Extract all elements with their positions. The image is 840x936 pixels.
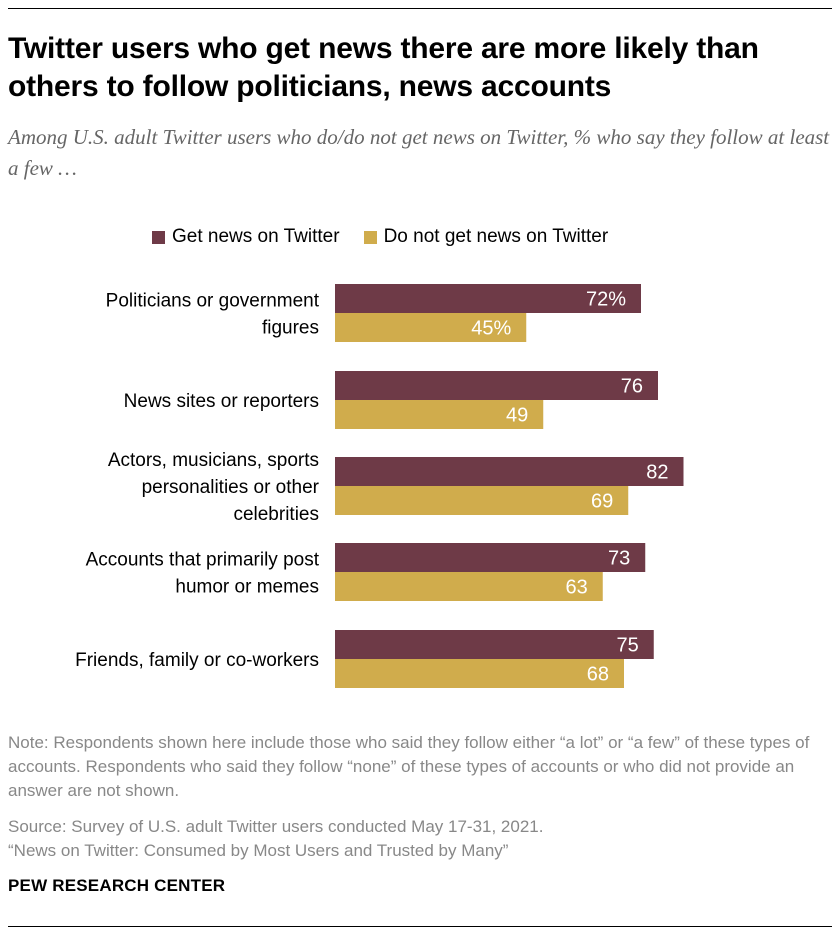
bottom-rule [8,926,832,927]
bar-get-news [335,371,658,400]
category-label: News sites or reporters [124,391,319,412]
category-label: Politicians or government figures [106,291,320,339]
report-title: “News on Twitter: Consumed by Most Users… [8,841,509,860]
data-label-get-news: 75 [617,635,639,657]
bar-no-news [335,400,544,429]
top-rule [8,8,832,9]
data-label-get-news: 82 [646,462,668,484]
legend: Get news on Twitter Do not get news on T… [152,224,632,250]
legend-label-get-news: Get news on Twitter [172,226,340,247]
chart-subtitle: Among U.S. adult Twitter users who do/do… [8,125,830,180]
category-label: Friends, family or co-workers [75,650,319,671]
data-label-no-news: 68 [587,664,609,686]
bar-no-news [335,659,624,688]
data-label-get-news: 76 [621,376,643,398]
legend-item-get-news: Get news on Twitter [152,226,340,248]
bar-no-news [335,486,629,515]
data-label-no-news: 45% [471,318,511,340]
data-label-no-news: 49 [506,405,528,427]
bar-get-news [335,543,646,572]
bar-no-news [335,572,603,601]
legend-label-no-news: Do not get news on Twitter [383,226,609,247]
data-label-no-news: 63 [566,577,588,599]
chart-note: Note: Respondents shown here include tho… [8,733,810,800]
legend-item-no-news: Do not get news on Twitter [363,226,609,248]
pew-logo: PEW RESEARCH CENTER [8,876,226,895]
data-label-get-news: 73 [608,548,630,570]
bar-chart: Politicians or government figures 72% 45% Ne… [75,284,684,688]
data-label-no-news: 69 [591,491,613,513]
bar-get-news [335,284,641,313]
category-label: Actors, musicians, sports personalities o… [108,450,320,525]
legend-swatch-get-news [152,230,165,244]
legend-swatch-no-news [363,230,377,244]
bar-no-news [335,313,527,342]
chart-source: Source: Survey of U.S. adult Twitter use… [8,817,544,836]
bar-get-news [335,457,684,486]
data-label-get-news: 72% [586,289,626,311]
chart-title: Twitter users who get news there are mor… [8,32,759,103]
bar-get-news [335,630,654,659]
category-label: Accounts that primarily post humor or mem… [86,550,320,598]
